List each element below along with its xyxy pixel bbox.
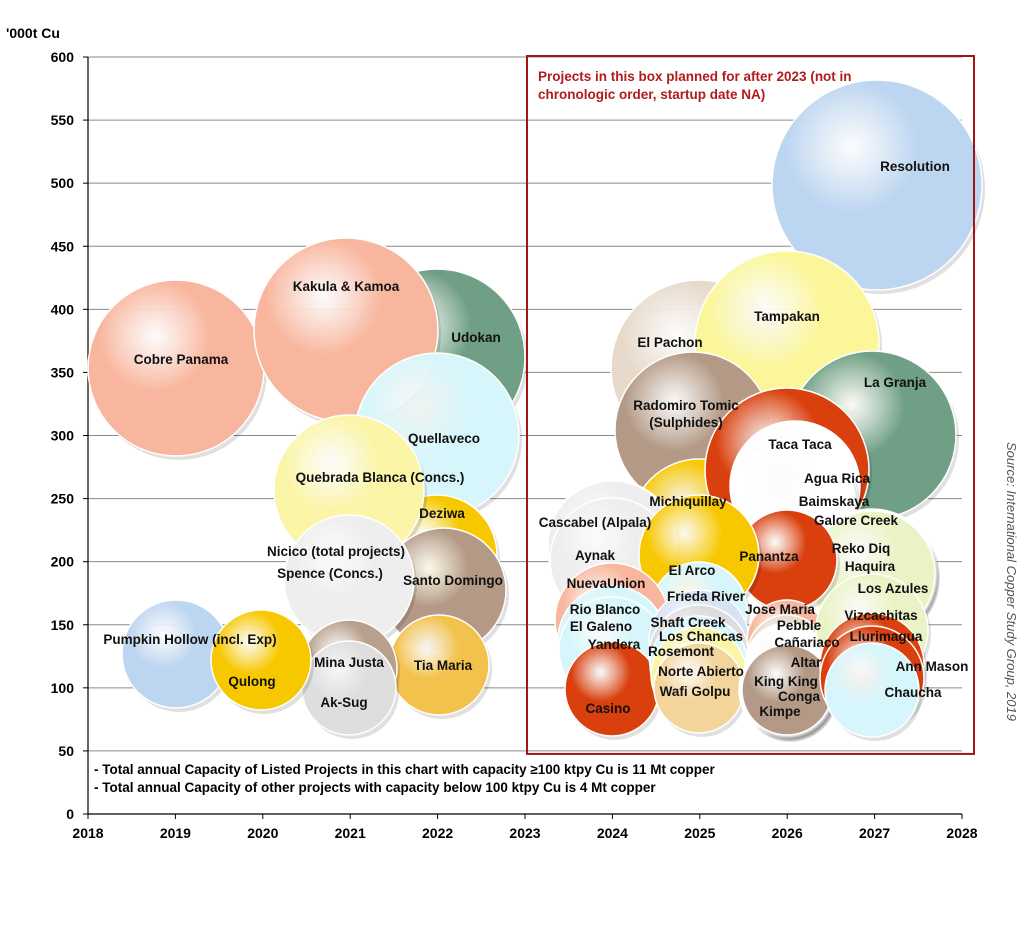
bubble-label-cascabel-alpala: Cascabel (Alpala) bbox=[539, 515, 652, 530]
bubble-label-reko-diq: Reko Diq bbox=[832, 541, 891, 556]
bubble-label-galore-creek: Galore Creek bbox=[814, 513, 899, 528]
bubble-label-vizcachitas: Vizcachitas bbox=[844, 608, 917, 623]
bubble-label-agua-rica: Agua Rica bbox=[804, 471, 871, 486]
bubble-label-el-galeno: El Galeno bbox=[570, 619, 632, 634]
bubble-label-kakula-kamoa: Kakula & Kamoa bbox=[293, 279, 400, 294]
bubble-label-kimpe: Kimpe bbox=[759, 704, 801, 719]
bubbles bbox=[87, 79, 985, 742]
x-tick-label: 2018 bbox=[72, 825, 103, 841]
after-2023-box bbox=[526, 55, 975, 755]
y-tick-label: 400 bbox=[51, 301, 75, 317]
bubble-label-radomiro-tomic-sulphides: (Sulphides) bbox=[649, 415, 723, 430]
bubble-label-mina-justa: Mina Justa bbox=[314, 655, 384, 670]
bubble-label-resolution: Resolution bbox=[880, 159, 950, 174]
x-tick-label: 2020 bbox=[247, 825, 278, 841]
y-tick-label: 250 bbox=[51, 491, 75, 507]
bubble-label-quellaveco: Quellaveco bbox=[408, 431, 480, 446]
bubble-label-jose-maria: Jose Maria bbox=[745, 602, 815, 617]
bubble-label-qulong: Qulong bbox=[228, 674, 275, 689]
bubble-label-altar: Altar bbox=[791, 655, 823, 670]
bubble-label-conga: Conga bbox=[778, 689, 820, 704]
bubble-label-michiquillay: Michiquillay bbox=[649, 494, 727, 509]
x-tick-label: 2026 bbox=[772, 825, 803, 841]
bubble-label-casino: Casino bbox=[585, 701, 630, 716]
bubble-label-pumpkin-hollow-incl-exp: Pumpkin Hollow (incl. Exp) bbox=[103, 632, 276, 647]
bubble-cobre-panama bbox=[87, 279, 265, 457]
bubble-label-la-granja: La Granja bbox=[864, 375, 927, 390]
bubble-label-llurimagua: Llurimagua bbox=[850, 629, 923, 644]
bubble-qulong bbox=[210, 609, 312, 711]
bubble-label-los-chancas: Los Chancas bbox=[659, 629, 743, 644]
x-tick-label: 2025 bbox=[684, 825, 715, 841]
bubble-label-taca-taca: Taca Taca bbox=[768, 437, 832, 452]
bubble-labels: Udokan Cobre Panama Kakula & Kamoa Quellave… bbox=[103, 159, 968, 719]
bubble-label-chaucha: Chaucha bbox=[884, 685, 942, 700]
bubble-label-cobre-panama: Cobre Panama bbox=[134, 352, 229, 367]
y-tick-label: 100 bbox=[51, 680, 75, 696]
bubble-label-king-king: King King bbox=[754, 674, 818, 689]
bubble-label-el-pachon: El Pachon bbox=[637, 335, 702, 350]
bubble-label-haquira: Haquira bbox=[845, 559, 896, 574]
bubble-label-los-azules: Los Azules bbox=[858, 581, 929, 596]
bubble-label-wafi-golpu: Wafi Golpu bbox=[660, 684, 731, 699]
bubble-label-ak-sug: Ak-Sug bbox=[320, 695, 367, 710]
bubble-label-santo-domingo: Santo Domingo bbox=[403, 573, 503, 588]
bubble-resolution bbox=[771, 79, 983, 291]
bubble-label-panantza: Panantza bbox=[739, 549, 799, 564]
x-tick-label: 2023 bbox=[509, 825, 540, 841]
y-tick-label: 300 bbox=[51, 428, 75, 444]
bubble-label-quebrada-blanca-concs: Quebrada Blanca (Concs.) bbox=[296, 470, 465, 485]
y-tick-label: 200 bbox=[51, 554, 75, 570]
bubble-label-tampakan: Tampakan bbox=[754, 309, 820, 324]
bubble-label-udokan: Udokan bbox=[451, 330, 501, 345]
bubble-casino bbox=[564, 641, 660, 737]
bubble-label-tia-maria: Tia Maria bbox=[414, 658, 473, 673]
y-tick-label: 150 bbox=[51, 617, 75, 633]
axes: 0 50 100 150 200 250 300 350 400 450 500 550 600 2018… bbox=[51, 49, 978, 841]
y-tick-label: 500 bbox=[51, 175, 75, 191]
y-tick-label: 600 bbox=[51, 49, 75, 65]
x-tick-label: 2019 bbox=[160, 825, 191, 841]
y-tick-label: 450 bbox=[51, 238, 75, 254]
box-note-line-1: Projects in this box planned for after 2… bbox=[538, 69, 852, 84]
x-tick-label: 2027 bbox=[859, 825, 890, 841]
bubble-label-ca-ariaco: Cañariaco bbox=[774, 635, 839, 650]
y-tick-label: 50 bbox=[58, 743, 74, 759]
bubble-label-aynak: Aynak bbox=[575, 548, 616, 563]
x-tick-label: 2022 bbox=[422, 825, 453, 841]
y-tick-label: 550 bbox=[51, 112, 75, 128]
bubble-label-radomiro-tomic-sulphides: Radomiro Tomic bbox=[633, 398, 739, 413]
bubble-chaucha bbox=[824, 642, 920, 738]
note-line-2: - Total annual Capacity of other project… bbox=[94, 780, 656, 795]
bubble-label-pebble: Pebble bbox=[777, 618, 822, 633]
bubble-label-el-arco: El Arco bbox=[669, 563, 716, 578]
bubble-label-frieda-river: Frieda River bbox=[667, 589, 746, 604]
bubble-label-nuevaunion: NuevaUnion bbox=[567, 576, 646, 591]
bubble-label-yandera: Yandera bbox=[588, 637, 641, 652]
x-tick-label: 2028 bbox=[946, 825, 977, 841]
bubble-label-baimskaya: Baimskaya bbox=[799, 494, 870, 509]
bubble-label-spence-concs: Spence (Concs.) bbox=[277, 566, 383, 581]
x-tick-label: 2024 bbox=[597, 825, 628, 841]
bubble-label-norte-abierto: Norte Abierto bbox=[658, 664, 744, 679]
bubble-label-nicico-total-projects: Nicico (total projects) bbox=[267, 544, 405, 559]
source-note: Source: International Copper Study Group… bbox=[1004, 442, 1019, 721]
x-tick-label: 2021 bbox=[335, 825, 366, 841]
y-tick-label: 0 bbox=[66, 806, 74, 822]
bubble-label-deziwa: Deziwa bbox=[419, 506, 465, 521]
bubble-label-rio-blanco: Rio Blanco bbox=[570, 602, 641, 617]
bubble-label-rosemont: Rosemont bbox=[648, 644, 715, 659]
bubble-label-shaft-creek: Shaft Creek bbox=[650, 615, 726, 630]
y-axis-unit: '000t Cu bbox=[6, 25, 60, 41]
bubble-label-ann-mason: Ann Mason bbox=[896, 659, 969, 674]
box-note-line-2: chronologic order, startup date NA) bbox=[538, 87, 765, 102]
note-line-1: - Total annual Capacity of Listed Projec… bbox=[94, 762, 716, 777]
y-tick-label: 350 bbox=[51, 364, 75, 380]
